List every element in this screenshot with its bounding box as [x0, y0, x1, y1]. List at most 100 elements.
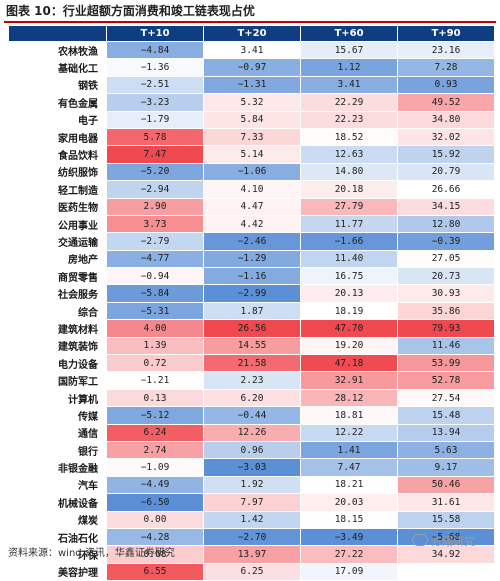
- value-cell: −4.49: [106, 475, 204, 495]
- value-cell: 14.80: [300, 162, 398, 182]
- industry-label: 汽车: [8, 475, 107, 495]
- value-cell: −5.12: [106, 406, 204, 425]
- watermark-label: 方翔研究: [431, 535, 475, 548]
- value-cell: −1.29: [203, 249, 301, 269]
- value-cell: 11.40: [300, 249, 398, 269]
- value-cell: 34.15: [397, 197, 495, 216]
- table-row: 农林牧渔 −4.84 3.41 15.67 23.16: [8, 40, 495, 60]
- industry-label: 商贸零售: [8, 267, 107, 286]
- value-cell: 49.52: [397, 93, 495, 112]
- industry-label: 纺织服饰: [8, 162, 107, 182]
- industry-label: 煤炭: [8, 510, 107, 529]
- value-cell: 3.41: [300, 75, 398, 95]
- table-container: T+10 T+20 T+60 T+90 农林牧渔 −4.84 3.41 15.67 23…: [8, 25, 495, 581]
- value-cell: 11.46: [397, 336, 495, 356]
- value-cell: 13.94: [397, 423, 495, 442]
- page-title: 图表 10：行业超额方面消费和竣工链表现占优: [6, 4, 255, 18]
- table-row: 纺织服饰 −5.20 −1.06 14.80 20.79: [8, 162, 495, 182]
- value-cell: 22.23: [300, 110, 398, 129]
- table-row: 电力设备 0.72 21.58 47.18 53.99: [8, 354, 495, 373]
- value-cell: 4.42: [203, 214, 301, 234]
- table-row: 综合 −5.31 1.87 18.19 35.86: [8, 301, 495, 321]
- table-row: 建筑材料 4.00 26.56 47.70 79.93: [8, 319, 495, 338]
- value-cell: 27.05: [397, 249, 495, 269]
- value-cell: 11.77: [300, 214, 398, 234]
- value-cell: 4.47: [203, 197, 301, 216]
- value-cell: −1.36: [106, 58, 204, 77]
- table-row: 通信 6.24 12.26 12.22 13.94: [8, 423, 495, 442]
- value-cell: [397, 562, 495, 581]
- value-cell: 20.13: [300, 284, 398, 303]
- table-row: 商贸零售 −0.94 −1.16 16.75 20.73: [8, 267, 495, 286]
- value-cell: 12.63: [300, 145, 398, 164]
- value-cell: −5.31: [106, 301, 204, 321]
- value-cell: 22.29: [300, 93, 398, 112]
- industry-label: 银行: [8, 440, 107, 460]
- value-cell: −0.94: [106, 267, 204, 286]
- value-cell: 79.93: [397, 319, 495, 338]
- industry-label: 传媒: [8, 406, 107, 425]
- value-cell: 0.72: [106, 354, 204, 373]
- value-cell: 12.80: [397, 214, 495, 234]
- value-cell: 5.63: [397, 440, 495, 460]
- industry-label: 交通运输: [8, 232, 107, 251]
- value-cell: 7.28: [397, 58, 495, 77]
- column-header: T+10: [106, 25, 204, 42]
- value-cell: 6.20: [203, 388, 301, 408]
- table-row: 轻工制造 −2.94 4.10 20.18 26.66: [8, 180, 495, 199]
- value-cell: −3.23: [106, 93, 204, 112]
- value-cell: −2.99: [203, 284, 301, 303]
- value-cell: −1.31: [203, 75, 301, 95]
- industry-label: 机械设备: [8, 493, 107, 512]
- table-row: 机械设备 −6.50 7.97 20.03 31.61: [8, 493, 495, 512]
- table-row: 美容护理 6.55 6.25 17.09: [8, 562, 495, 581]
- industry-label: 家用电器: [8, 127, 107, 147]
- value-cell: −0.44: [203, 406, 301, 425]
- table-row: 电子 −1.79 5.84 22.23 34.80: [8, 110, 495, 129]
- table-row: 计算机 0.13 6.20 28.12 27.54: [8, 388, 495, 408]
- industry-label: 基础化工: [8, 58, 107, 77]
- value-cell: −5.84: [106, 284, 204, 303]
- value-cell: 26.56: [203, 319, 301, 338]
- column-header: T+20: [203, 25, 301, 42]
- value-cell: 1.42: [203, 510, 301, 529]
- value-cell: 47.70: [300, 319, 398, 338]
- industry-label: 公用事业: [8, 214, 107, 234]
- industry-label: 医药生物: [8, 197, 107, 216]
- title-bar: 图表 10：行业超额方面消费和竣工链表现占优: [4, 2, 496, 23]
- value-cell: −2.79: [106, 232, 204, 251]
- value-cell: 12.22: [300, 423, 398, 442]
- value-cell: 2.90: [106, 197, 204, 216]
- column-header: T+60: [300, 25, 398, 42]
- table-row: 传媒 −5.12 −0.44 18.81 15.48: [8, 406, 495, 425]
- header-row: T+10 T+20 T+60 T+90: [8, 25, 495, 42]
- value-cell: 20.79: [397, 162, 495, 182]
- value-cell: 53.99: [397, 354, 495, 373]
- source-note: 资料来源：wind 资讯，华鑫证券研究: [8, 548, 175, 559]
- value-cell: 3.41: [203, 40, 301, 60]
- table-row: 银行 2.74 0.96 1.41 5.63: [8, 440, 495, 460]
- value-cell: 50.46: [397, 475, 495, 495]
- value-cell: −1.79: [106, 110, 204, 129]
- value-cell: 0.13: [106, 388, 204, 408]
- value-cell: −2.51: [106, 75, 204, 95]
- value-cell: 1.87: [203, 301, 301, 321]
- value-cell: 6.55: [106, 562, 204, 581]
- data-table: T+10 T+20 T+60 T+90 农林牧渔 −4.84 3.41 15.67 23…: [8, 25, 495, 581]
- table-body: 农林牧渔 −4.84 3.41 15.67 23.16 基础化工 −1.36 −0.97 1.1…: [8, 40, 495, 581]
- value-cell: 12.26: [203, 423, 301, 442]
- value-cell: 7.47: [300, 458, 398, 477]
- value-cell: 28.12: [300, 388, 398, 408]
- value-cell: 0.00: [106, 510, 204, 529]
- value-cell: 35.86: [397, 301, 495, 321]
- value-cell: 13.97: [203, 545, 301, 564]
- value-cell: 1.39: [106, 336, 204, 356]
- industry-label: 钢铁: [8, 75, 107, 95]
- value-cell: 7.97: [203, 493, 301, 512]
- industry-label: 通信: [8, 423, 107, 442]
- value-cell: 2.74: [106, 440, 204, 460]
- value-cell: −1.16: [203, 267, 301, 286]
- table-row: 煤炭 0.00 1.42 18.15 15.58: [8, 510, 495, 529]
- table-row: 公用事业 3.73 4.42 11.77 12.80: [8, 214, 495, 234]
- value-cell: −4.28: [106, 527, 204, 547]
